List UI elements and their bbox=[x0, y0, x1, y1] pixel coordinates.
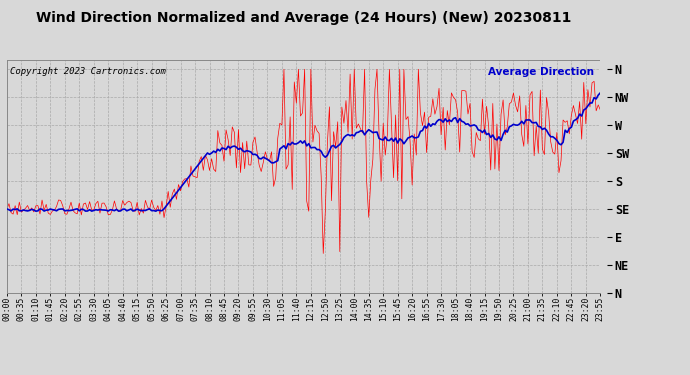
Text: Copyright 2023 Cartronics.com: Copyright 2023 Cartronics.com bbox=[10, 67, 166, 76]
Text: Wind Direction Normalized and Average (24 Hours) (New) 20230811: Wind Direction Normalized and Average (2… bbox=[36, 11, 571, 25]
Text: Average Direction: Average Direction bbox=[489, 67, 594, 77]
